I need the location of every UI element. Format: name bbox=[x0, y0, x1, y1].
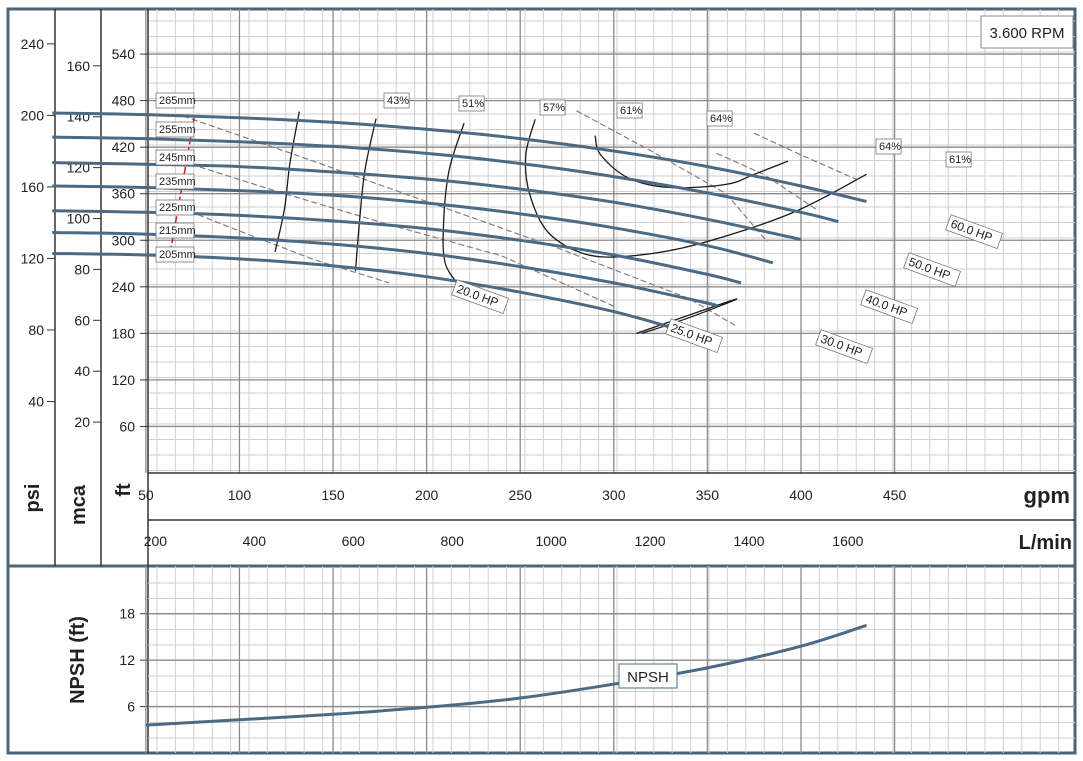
psi-tick-label: 160 bbox=[21, 179, 45, 195]
impeller-label-text: 205mm bbox=[159, 249, 196, 261]
efficiency-label: 61% bbox=[945, 151, 972, 168]
efficiency-label: 51% bbox=[458, 95, 485, 112]
ft-tick-label: 540 bbox=[112, 46, 136, 62]
efficiency-label: 64% bbox=[706, 110, 733, 127]
efficiency-line bbox=[524, 119, 867, 258]
mca-tick-label: 140 bbox=[67, 109, 91, 125]
gpm-axis-label: gpm bbox=[1024, 483, 1070, 508]
lmin-tick-label: 600 bbox=[342, 533, 366, 549]
x-axis-band: 50 100 150 200 250 300 350 400 450 gpm 200 400 600 80… bbox=[22, 483, 1075, 554]
rpm-label: 3.600 RPM bbox=[989, 25, 1064, 42]
impeller-label-text: 265mm bbox=[159, 95, 196, 107]
power-line bbox=[716, 152, 817, 210]
impeller-label: 265mm bbox=[155, 92, 196, 109]
gpm-tick-label: 200 bbox=[415, 487, 439, 503]
ft-tick-label: 180 bbox=[112, 325, 136, 341]
lmin-tick-label: 1400 bbox=[733, 533, 764, 549]
efficiency-label-text: 57% bbox=[543, 102, 565, 114]
efficiency-label-text: 51% bbox=[462, 98, 484, 110]
ft-tick-label: 420 bbox=[112, 139, 136, 155]
npsh-tick-label: 6 bbox=[127, 699, 135, 715]
ft-tick-label: 300 bbox=[112, 232, 136, 248]
efficiency-label-text: 61% bbox=[949, 154, 971, 166]
impeller-label-text: 255mm bbox=[159, 124, 196, 136]
ft-tick-label: 60 bbox=[119, 418, 135, 434]
ft-tick-label: 120 bbox=[112, 372, 136, 388]
efficiency-label-text: 61% bbox=[620, 105, 642, 117]
gpm-tick-label: 450 bbox=[883, 487, 907, 503]
lmin-tick-label: 800 bbox=[441, 533, 465, 549]
impeller-curve bbox=[52, 111, 867, 203]
impeller-label-text: 235mm bbox=[159, 176, 196, 188]
impeller-label: 235mm bbox=[155, 173, 196, 190]
npsh-series-label: NPSH bbox=[618, 663, 678, 689]
ft-axis-label: ft bbox=[113, 483, 135, 497]
lmin-tick-label: 1600 bbox=[832, 533, 863, 549]
ft-tick-label: 480 bbox=[112, 93, 136, 109]
gpm-tick-label: 400 bbox=[789, 487, 813, 503]
mca-tick-label: 40 bbox=[74, 363, 90, 379]
psi-tick-label: 40 bbox=[28, 393, 44, 409]
impeller-curve bbox=[52, 135, 839, 224]
gpm-tick-label: 250 bbox=[509, 487, 533, 503]
impeller-label: 225mm bbox=[155, 199, 196, 216]
efficiency-label: 64% bbox=[875, 138, 902, 155]
npsh-tick-label: 18 bbox=[119, 606, 135, 622]
psi-tick-label: 120 bbox=[21, 250, 45, 266]
npsh-tick-label: 12 bbox=[119, 652, 135, 668]
impeller-curve bbox=[52, 251, 684, 333]
lmin-tick-label: 1200 bbox=[634, 533, 665, 549]
psi-tick-label: 200 bbox=[21, 107, 45, 123]
impeller-label-text: 225mm bbox=[159, 202, 196, 214]
psi-axis-label: psi bbox=[22, 484, 44, 513]
npsh-series-line bbox=[145, 623, 867, 727]
efficiency-label-text: 64% bbox=[879, 141, 901, 153]
ft-tick-label: 360 bbox=[112, 186, 136, 202]
impeller-label: 245mm bbox=[155, 149, 196, 166]
impeller-label: 215mm bbox=[155, 222, 196, 239]
impeller-label: 205mm bbox=[155, 246, 196, 263]
efficiency-label: 61% bbox=[616, 102, 643, 119]
impeller-label: 255mm bbox=[155, 121, 196, 138]
impeller-label-text: 245mm bbox=[159, 152, 196, 164]
mca-tick-label: 80 bbox=[74, 261, 90, 277]
npsh-axis-label: NPSH (ft) bbox=[67, 616, 89, 704]
gpm-tick-label: 150 bbox=[321, 487, 345, 503]
power-line bbox=[576, 110, 768, 243]
efficiency-label: 57% bbox=[539, 99, 566, 116]
lmin-tick-label: 400 bbox=[243, 533, 267, 549]
performance-grid bbox=[145, 9, 1075, 753]
npsh-series-label-text: NPSH bbox=[627, 669, 669, 686]
chart-frame bbox=[6, 7, 1077, 755]
lmin-axis-label: L/min bbox=[1019, 532, 1072, 554]
gpm-tick-label: 300 bbox=[602, 487, 626, 503]
npsh-curve: NPSH bbox=[145, 623, 867, 727]
psi-tick-label: 80 bbox=[28, 322, 44, 338]
efficiency-line bbox=[274, 111, 300, 253]
efficiency-label-text: 64% bbox=[710, 113, 732, 125]
lmin-tick-label: 1000 bbox=[536, 533, 567, 549]
efficiency-label-text: 43% bbox=[387, 95, 409, 107]
mca-tick-label: 100 bbox=[67, 211, 91, 227]
power-line bbox=[183, 115, 736, 327]
ft-tick-label: 240 bbox=[112, 279, 136, 295]
gpm-tick-label: 100 bbox=[228, 487, 252, 503]
rpm-label-box: 3.600 RPM bbox=[980, 15, 1074, 49]
gpm-tick-label: 50 bbox=[138, 487, 154, 503]
lmin-tick-label: 200 bbox=[144, 533, 168, 549]
mca-axis-label: mca bbox=[68, 484, 90, 525]
efficiency-label: 43% bbox=[383, 92, 410, 109]
psi-tick-label: 240 bbox=[21, 36, 45, 52]
gpm-tick-label: 350 bbox=[696, 487, 720, 503]
mca-tick-label: 160 bbox=[67, 58, 91, 74]
npsh-grid: 6 12 18 NPSH (ft) bbox=[67, 566, 1075, 753]
power-line bbox=[753, 132, 858, 181]
mca-tick-label: 20 bbox=[74, 414, 90, 430]
mca-tick-label: 60 bbox=[74, 312, 90, 328]
impeller-label-text: 215mm bbox=[159, 225, 196, 237]
